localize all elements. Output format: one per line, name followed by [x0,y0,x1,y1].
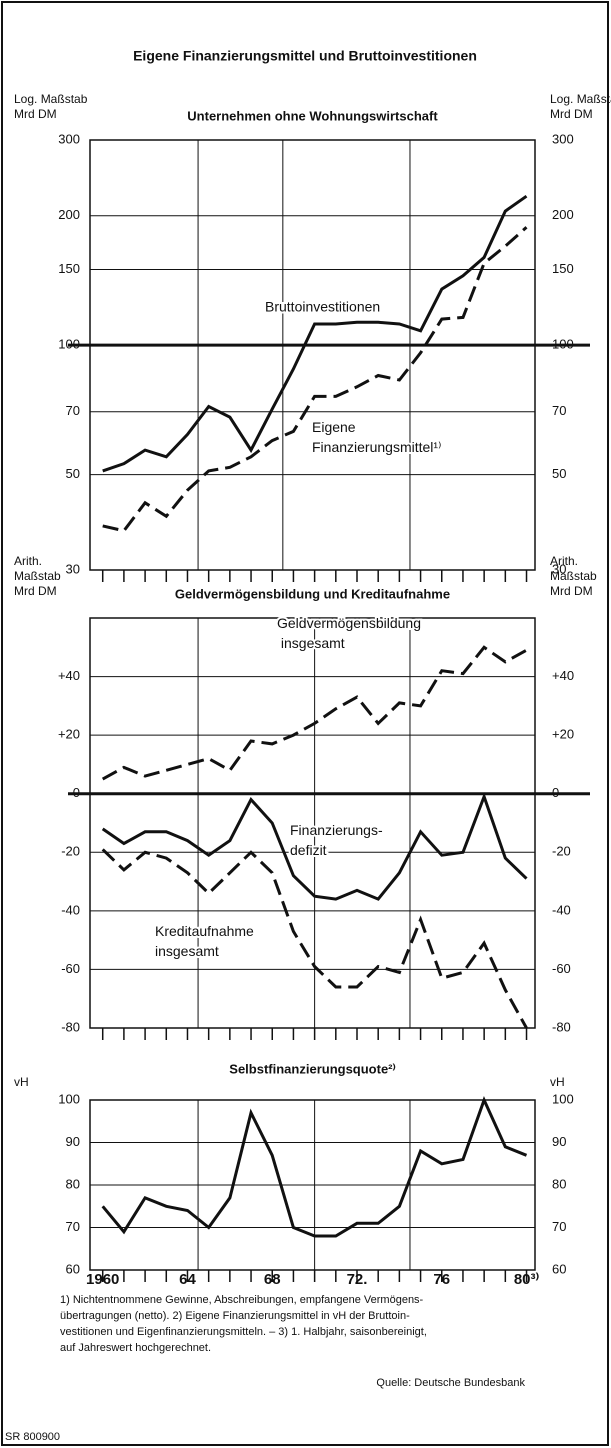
y2-tick-label: 30 [552,561,566,576]
main-title: Eigene Finanzierungsmittel und Bruttoinv… [133,48,477,64]
series-line [101,1095,528,1238]
panel-title: Unternehmen ohne Wohnungswirtschaft [187,108,438,123]
series-label: Eigene Finanzierungsmittel¹⁾ [312,419,442,455]
series-line [101,645,528,781]
y2-tick-label: +20 [552,727,574,742]
y-tick-label: -80 [61,1019,80,1034]
y-tick-label: +20 [58,727,80,742]
panel-title: Selbstfinanzierungsquote²⁾ [229,1061,395,1076]
footnote: vestitionen und Eigenfinanzierungsmittel… [60,1326,427,1338]
footnote: übertragungen (netto). 2) Eigene Finanzi… [60,1310,410,1322]
y-tick-label: -20 [61,844,80,859]
series-line [102,194,528,473]
x-tick-label: 72. [347,1271,368,1288]
y2-axis-label: vH [550,1075,565,1089]
y-tick-label: -60 [61,961,80,976]
series-label: Bruttoinvestitionen [265,299,380,315]
footnote: 1) Nichtentnommene Gewinne, Abschreibung… [60,1294,424,1306]
y-axis-label: Log. Maßstab Mrd DM [14,92,88,121]
y-tick-label: 200 [58,207,80,222]
x-tick-label: 1960 [86,1271,119,1288]
series-line [102,226,528,533]
x-tick-label: 64 [179,1271,196,1288]
y2-tick-label: 100 [552,1091,574,1106]
panel-title: Geldvermögensbildung und Kreditaufnahme [175,586,450,601]
y2-tick-label: 150 [552,261,574,276]
y2-tick-label: 50 [552,466,566,481]
series-label: Kreditaufnahme insgesamt [155,923,254,959]
x-tick-label: 80³⁾ [514,1271,540,1288]
y2-tick-label: -20 [552,844,571,859]
code: SR 800900 [5,1431,60,1443]
series-label: Finanzierungs-defizit [290,822,383,858]
y-tick-label: 300 [58,131,80,146]
series-line [101,848,528,1029]
y-tick-label: 100 [58,1091,80,1106]
series-line [101,792,528,901]
y-tick-label: 70 [66,1219,80,1234]
y2-tick-label: 70 [552,403,566,418]
y2-axis-label: Arith. Maßstab Mrd DM [550,554,597,598]
y-tick-label: 50 [66,466,80,481]
y2-tick-label: 300 [552,131,574,146]
y2-tick-label: 90 [552,1134,566,1149]
y2-tick-label: 60 [552,1261,566,1276]
series-label: Geldvermögensbildung insgesamt [277,615,421,651]
y2-tick-label: 80 [552,1176,566,1191]
y2-tick-label: -60 [552,961,571,976]
y2-tick-label: -80 [552,1019,571,1034]
source: Quelle: Deutsche Bundesbank [376,1377,525,1389]
x-tick-label: 68 [264,1271,281,1288]
plot-frame [89,139,536,571]
y2-tick-label: -40 [552,902,571,917]
y-axis-label: vH [14,1075,29,1089]
y-tick-label: 80 [66,1176,80,1191]
x-tick-label: 76 [433,1271,450,1288]
footnote: auf Jahreswert hochgerechnet. [60,1342,211,1354]
y-tick-label: 60 [66,1261,80,1276]
y2-tick-label: +40 [552,668,574,683]
y-tick-label: 70 [66,403,80,418]
y2-tick-label: 70 [552,1219,566,1234]
y-tick-label: 30 [66,561,80,576]
y-tick-label: 90 [66,1134,80,1149]
y-tick-label: +40 [58,668,80,683]
y-axis-label: Arith. Maßstab Mrd DM [14,554,61,598]
y-tick-label: 150 [58,261,80,276]
y2-tick-label: 200 [552,207,574,222]
y-tick-label: -40 [61,902,80,917]
